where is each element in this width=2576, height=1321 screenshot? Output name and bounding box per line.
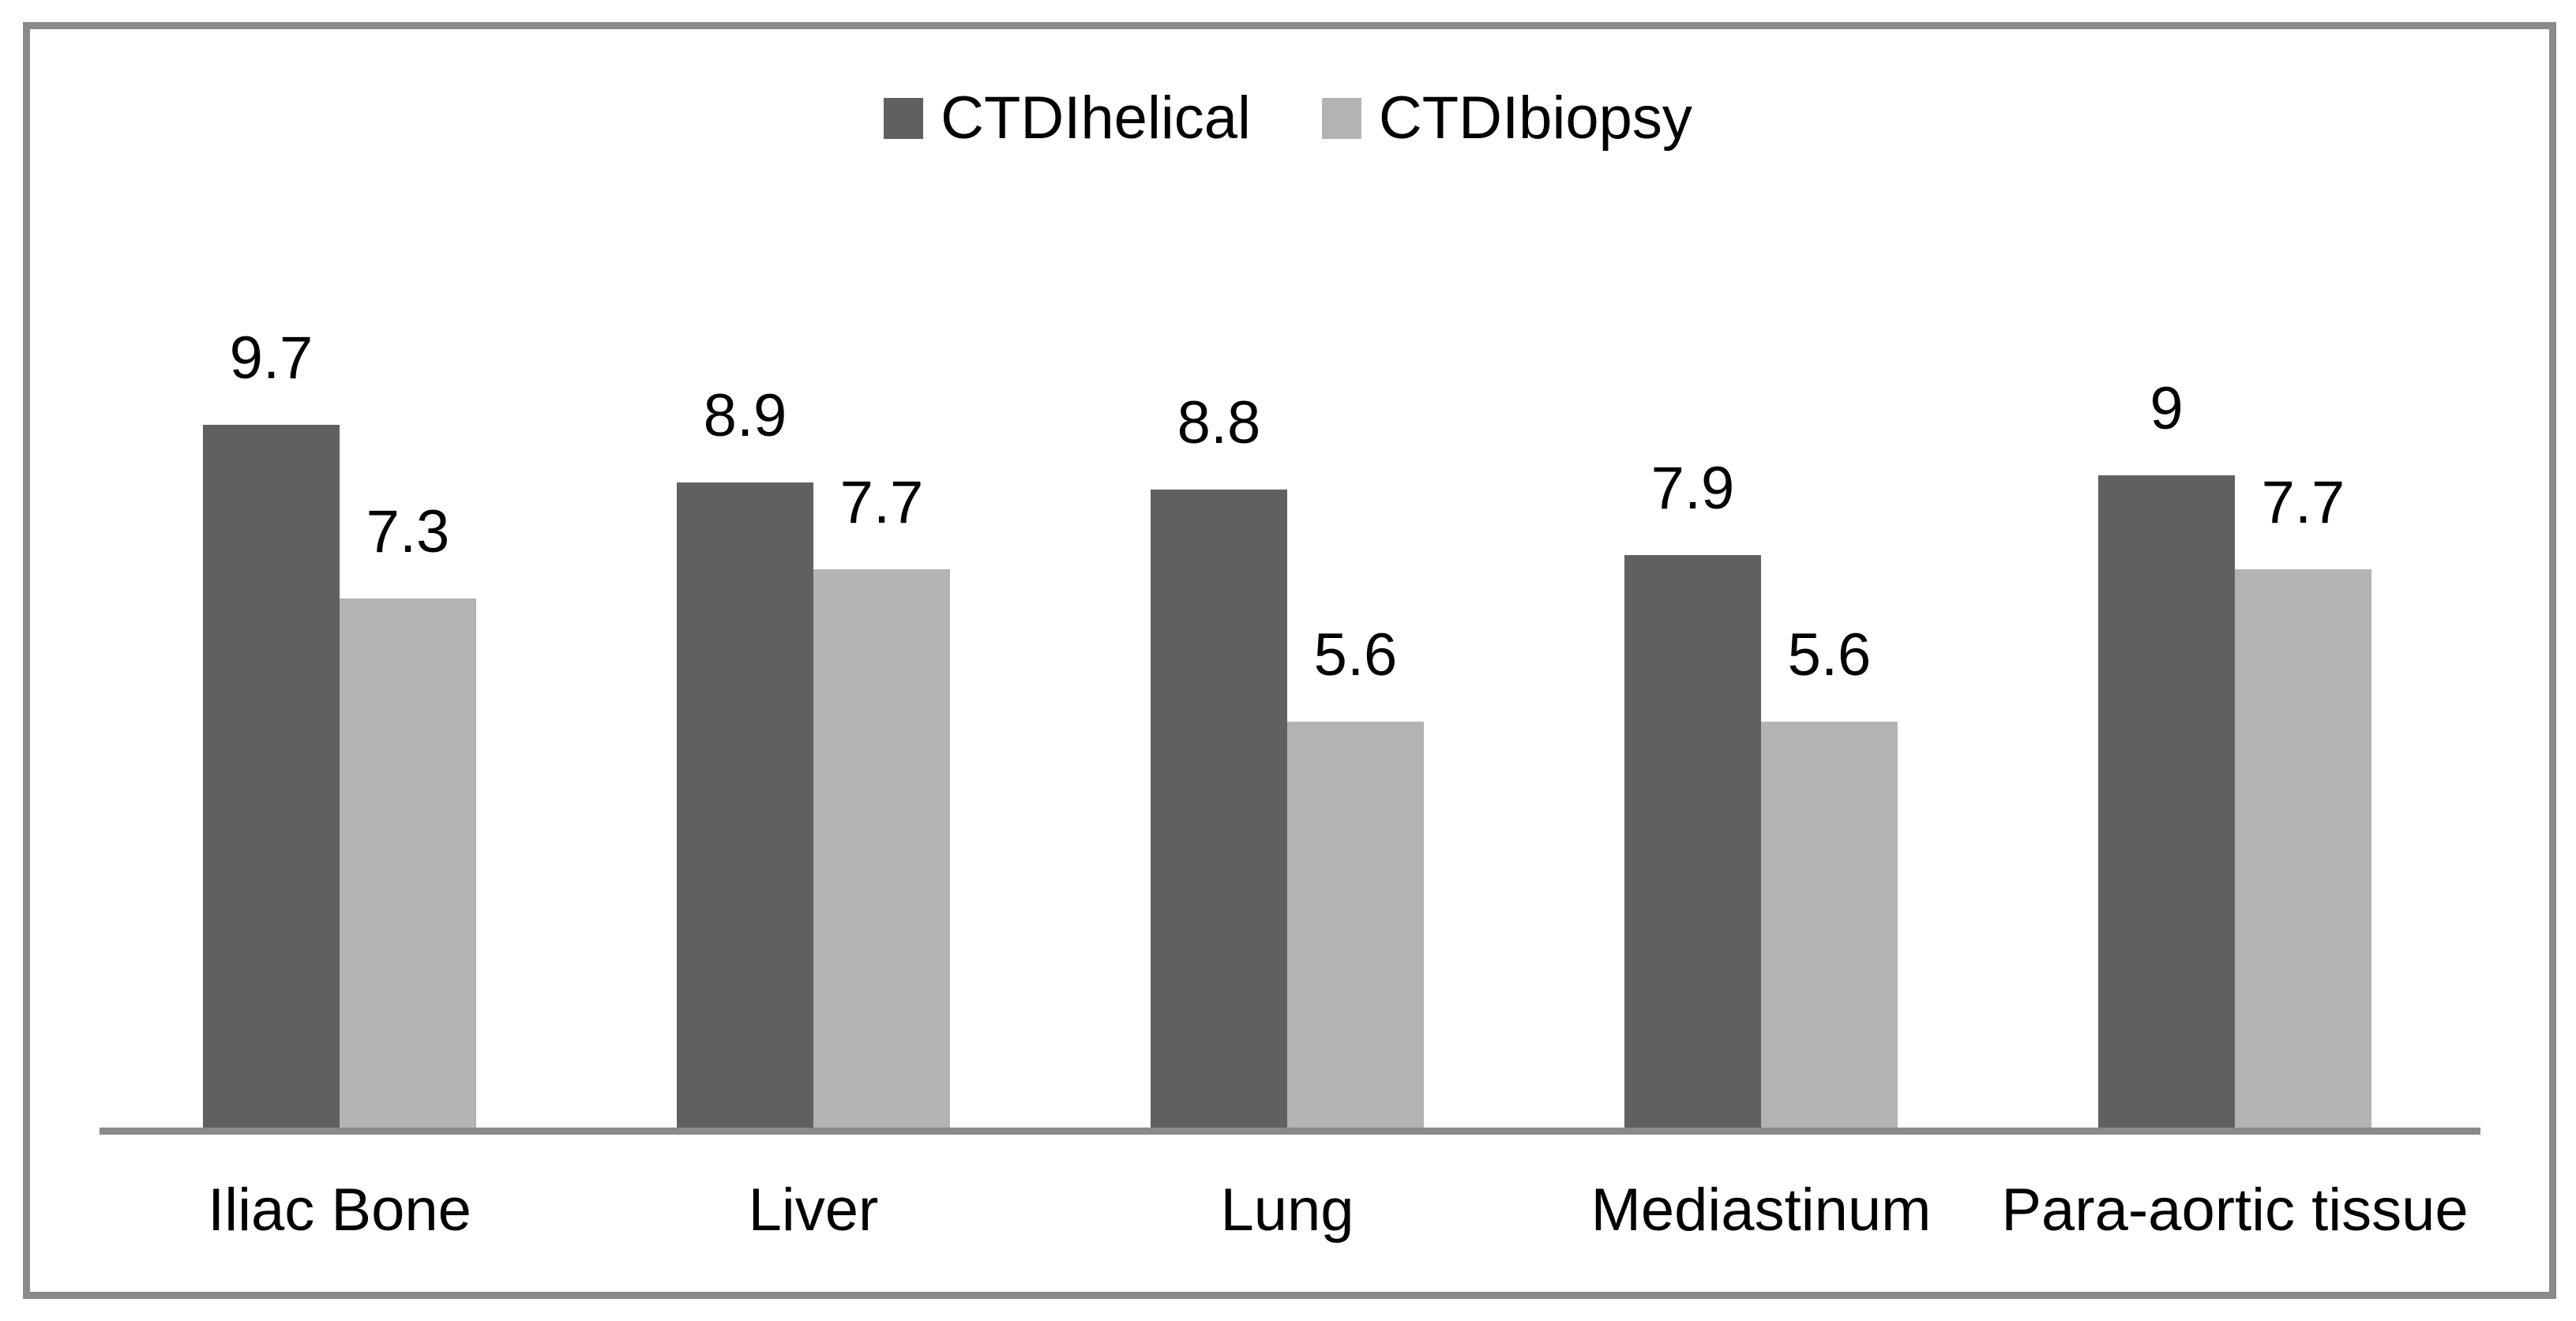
bar-ctdihelical-liver [677, 482, 813, 1128]
value-label: 8.8 [1177, 389, 1261, 456]
bar-ctdibiopsy-para-aortic-tissue [2235, 569, 2371, 1128]
legend-label-helical: CTDIhelical [941, 84, 1251, 152]
bar-ctdihelical-lung [1151, 490, 1287, 1128]
chart-legend: CTDIhelical CTDIbiopsy [0, 88, 2576, 148]
bar-ctdibiopsy-lung [1287, 722, 1424, 1128]
bar-ctdihelical-mediastinum [1624, 555, 1761, 1128]
category-axis-labels: Iliac Bone Liver Lung Mediastinum Para-aorti… [100, 1180, 2480, 1267]
value-label: 7.9 [1650, 455, 1735, 522]
value-label: 5.6 [1313, 621, 1398, 689]
category-label: Iliac Bone [208, 1177, 471, 1244]
legend-item-ctdibiopsy: CTDIbiopsy [1321, 84, 1692, 152]
value-label: 5.6 [1787, 621, 1872, 689]
bar-ctdibiopsy-mediastinum [1761, 722, 1898, 1128]
category-label: Mediastinum [1590, 1177, 1932, 1244]
category-label: Lung [1220, 1177, 1354, 1244]
value-label: 9.7 [229, 325, 314, 392]
value-label: 9 [2150, 375, 2184, 442]
bar-ctdihelical-iliac-bone [203, 425, 340, 1128]
category-label: Para-aortic tissue [2001, 1177, 2469, 1244]
category-label: Liver [748, 1177, 879, 1244]
legend-item-ctdihelical: CTDIhelical [884, 88, 1251, 148]
x-axis-line [100, 1128, 2480, 1135]
legend-swatch-biopsy-icon [1321, 98, 1361, 139]
value-label: 7.7 [839, 469, 924, 536]
bar-ctdibiopsy-iliac-bone [340, 599, 476, 1128]
legend-swatch-helical-icon [884, 98, 924, 139]
bar-ctdihelical-para-aortic-tissue [2098, 475, 2235, 1128]
plot-area: 9.7 7.3 8.9 7.7 8.8 5.6 7.9 5.6 9 7.7 [100, 316, 2480, 1128]
value-label: 8.9 [703, 382, 787, 449]
bar-ctdibiopsy-liver [813, 569, 950, 1128]
legend-label-biopsy: CTDIbiopsy [1378, 84, 1692, 152]
value-label: 7.3 [366, 498, 450, 565]
value-label: 7.7 [2261, 469, 2345, 536]
